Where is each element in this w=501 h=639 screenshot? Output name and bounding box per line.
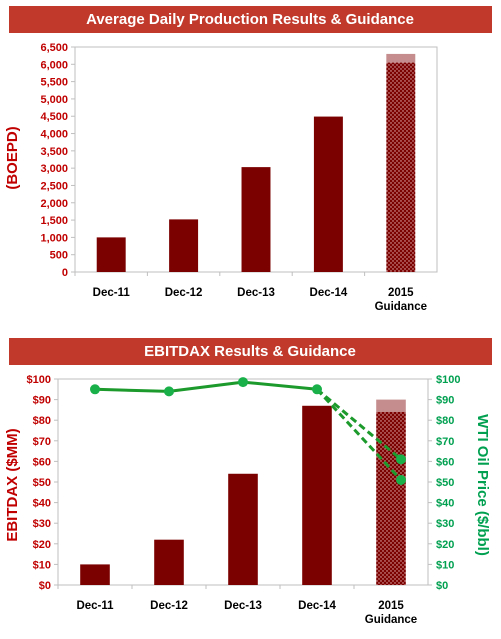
y-tick-label: 6,500 — [40, 42, 68, 54]
y-tick-label: 1,000 — [40, 232, 68, 244]
oil-price-marker — [164, 386, 174, 397]
y-tick-label: 4,000 — [40, 129, 68, 141]
y2-tick-label: $10 — [436, 559, 454, 571]
oil-price-guidance-marker — [396, 474, 406, 485]
oil-price-y-axis-title: WTI Oil Price ($/bbl) — [474, 414, 491, 556]
ebitdax-chart: EBITDAX Results & Guidance EBITDAX ($MM)… — [4, 338, 492, 626]
y-tick-label: $40 — [33, 498, 51, 510]
ebitdax-chart-title: EBITDAX Results & Guidance — [144, 343, 356, 360]
y-tick-label: $30 — [33, 518, 51, 530]
y2-tick-label: $50 — [436, 477, 454, 489]
category-label: Dec-13 — [224, 600, 262, 612]
category-label-line: Dec-12 — [165, 287, 203, 299]
y2-tick-label: $40 — [436, 498, 454, 510]
y-tick-label: 1,500 — [40, 215, 68, 227]
y2-tick-label: $30 — [436, 518, 454, 530]
category-label-line: Dec-11 — [93, 287, 131, 299]
bar — [96, 237, 126, 272]
bar — [80, 564, 110, 585]
category-label: Dec-13 — [237, 287, 275, 299]
oil-price-marker — [312, 384, 322, 395]
oil-price-marker — [90, 384, 100, 395]
bar — [154, 539, 184, 585]
bar — [302, 405, 332, 585]
y-tick-label: 3,500 — [40, 146, 68, 158]
category-label: 2015 Guidance — [365, 600, 417, 626]
guidance-range-bar — [386, 53, 416, 63]
y-tick-label: $0 — [39, 580, 51, 592]
y-tick-label: $50 — [33, 477, 51, 489]
category-label-line: Dec-13 — [224, 600, 262, 612]
category-label-line: Dec-12 — [150, 600, 188, 612]
y-tick-label: $10 — [33, 559, 51, 571]
production-chart: Average Daily Production Results & Guida… — [4, 6, 492, 313]
bar — [169, 219, 199, 272]
guidance-bar — [376, 411, 406, 585]
y-tick-label: 500 — [50, 250, 68, 262]
guidance-bar — [386, 62, 416, 273]
y-tick-label: 4,500 — [40, 111, 68, 123]
y-tick-label: $70 — [33, 436, 51, 448]
y-tick-label: $80 — [33, 415, 51, 427]
category-label: Dec-11 — [76, 600, 114, 612]
y-tick-label: 2,000 — [40, 198, 68, 210]
category-label: Dec-14 — [310, 287, 348, 299]
bar — [241, 167, 271, 272]
y-tick-label: 6,000 — [40, 59, 68, 71]
category-label-line: Dec-11 — [76, 600, 114, 612]
oil-price-line — [94, 380, 318, 393]
category-label-line: Guidance — [375, 301, 427, 313]
y2-tick-label: $20 — [436, 539, 454, 551]
guidance-range-bar — [376, 399, 406, 412]
y-tick-label: $100 — [27, 374, 51, 386]
bar — [228, 473, 258, 585]
category-label-line: Dec-13 — [237, 287, 275, 299]
oil-price-guidance-marker — [396, 454, 406, 465]
y-tick-label: $60 — [33, 456, 51, 468]
oil-price-guidance-dashed-line — [315, 388, 403, 481]
y-tick-label: 5,500 — [40, 77, 68, 89]
production-title-banner — [9, 6, 492, 33]
ebitdax-y-axis-title: EBITDAX ($MM) — [4, 428, 21, 541]
production-chart-title: Average Daily Production Results & Guida… — [86, 11, 414, 28]
oil-price-marker — [238, 377, 248, 388]
bar — [313, 116, 343, 272]
category-label-line: Guidance — [365, 614, 417, 626]
category-label-line: Dec-14 — [310, 287, 348, 299]
ebitdax-title-banner — [9, 338, 492, 365]
y2-tick-label: $70 — [436, 436, 454, 448]
y-tick-label: $90 — [33, 395, 51, 407]
category-label: Dec-12 — [150, 600, 188, 612]
y-tick-label: $20 — [33, 539, 51, 551]
y2-tick-label: $100 — [436, 374, 460, 386]
y-tick-label: 0 — [62, 267, 68, 279]
y2-tick-label: $80 — [436, 415, 454, 427]
category-label: Dec-14 — [298, 600, 336, 612]
production-y-axis-title: (BOEPD) — [4, 126, 21, 189]
category-label: 2015 Guidance — [375, 287, 427, 313]
category-label-line: 2015 — [388, 287, 414, 299]
category-label-line: Dec-14 — [298, 600, 336, 612]
y-tick-label: 5,000 — [40, 94, 68, 106]
y2-tick-label: $90 — [436, 395, 454, 407]
y-tick-label: 2,500 — [40, 180, 68, 192]
y2-tick-label: $0 — [436, 580, 448, 592]
y2-tick-label: $60 — [436, 456, 454, 468]
category-label-line: 2015 — [378, 600, 404, 612]
oil-price-guidance-dashed-line — [316, 388, 402, 461]
category-label: Dec-11 — [93, 287, 131, 299]
y-tick-label: 3,000 — [40, 163, 68, 175]
category-label: Dec-12 — [165, 287, 203, 299]
